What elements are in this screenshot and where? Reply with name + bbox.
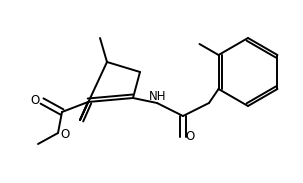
Text: O: O [60, 128, 70, 141]
Text: O: O [185, 130, 195, 143]
Text: O: O [30, 94, 40, 107]
Text: NH: NH [149, 91, 167, 104]
